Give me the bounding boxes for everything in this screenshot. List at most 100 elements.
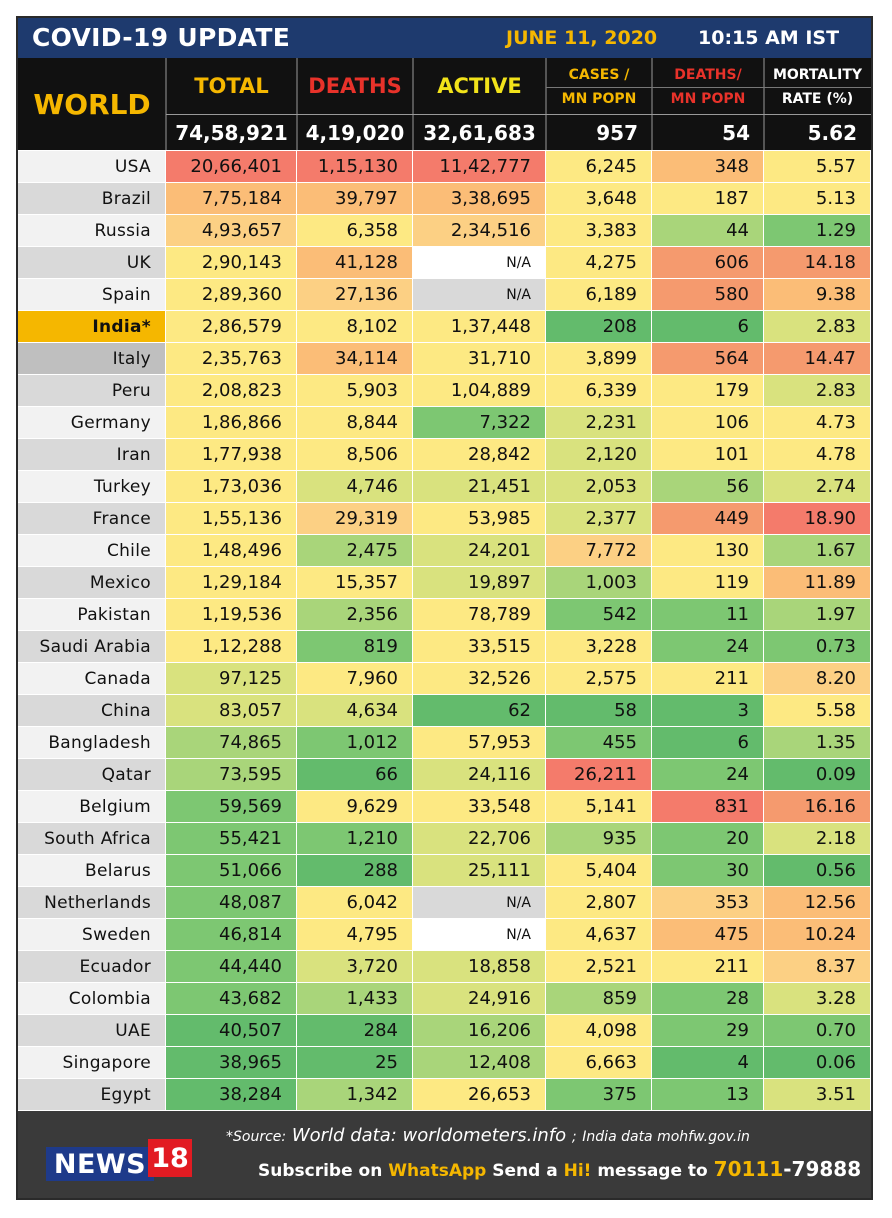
cases-per-mn-cell: 6,339 bbox=[546, 375, 652, 406]
country-name: Netherlands bbox=[18, 887, 166, 918]
deaths-per-mn-cell: 101 bbox=[652, 439, 764, 470]
active-cell: N/A bbox=[413, 247, 546, 278]
whatsapp-label: WhatsApp bbox=[388, 1161, 487, 1181]
deaths-per-mn-cell: 130 bbox=[652, 535, 764, 566]
subscribe-line: Subscribe on WhatsApp Send a Hi! message… bbox=[258, 1157, 861, 1181]
total-cases-cell: 38,284 bbox=[166, 1079, 297, 1110]
deaths-per-mn-cell: 20 bbox=[652, 823, 764, 854]
table-row: Mexico 1,29,184 15,357 19,897 1,003 119 11.89 bbox=[18, 567, 871, 599]
active-cell: 7,322 bbox=[413, 407, 546, 438]
header-divider bbox=[545, 58, 547, 150]
source-india: India data mohfw.gov.in bbox=[582, 1129, 750, 1145]
mortality-rate-cell: 1.35 bbox=[764, 727, 871, 758]
mortality-rate-cell: 0.06 bbox=[764, 1047, 871, 1078]
world-deaths-mn: 54 bbox=[722, 121, 750, 145]
active-cell: 24,201 bbox=[413, 535, 546, 566]
mortality-rate-cell: 8.37 bbox=[764, 951, 871, 982]
mortality-rate-cell: 0.09 bbox=[764, 759, 871, 790]
table-row: Pakistan 1,19,536 2,356 78,789 542 11 1.97 bbox=[18, 599, 871, 631]
total-cases-cell: 97,125 bbox=[166, 663, 297, 694]
table-row: Peru 2,08,823 5,903 1,04,889 6,339 179 2.83 bbox=[18, 375, 871, 407]
total-cases-cell: 1,12,288 bbox=[166, 631, 297, 662]
subscribe-text-2: Send a bbox=[492, 1161, 558, 1181]
deaths-per-mn-cell: 211 bbox=[652, 951, 764, 982]
deaths-per-mn-cell: 106 bbox=[652, 407, 764, 438]
header-divider bbox=[166, 114, 871, 115]
total-cases-cell: 40,507 bbox=[166, 1015, 297, 1046]
mortality-rate-cell: 5.13 bbox=[764, 183, 871, 214]
total-cases-cell: 4,93,657 bbox=[166, 215, 297, 246]
country-name: Mexico bbox=[18, 567, 166, 598]
update-date: JUNE 11, 2020 bbox=[506, 27, 658, 49]
deaths-cell: 41,128 bbox=[297, 247, 413, 278]
deaths-per-mn-cell: 606 bbox=[652, 247, 764, 278]
hi-label: Hi! bbox=[563, 1161, 592, 1181]
country-name: South Africa bbox=[18, 823, 166, 854]
total-cases-cell: 2,90,143 bbox=[166, 247, 297, 278]
mortality-rate-cell: 8.20 bbox=[764, 663, 871, 694]
cases-per-mn-cell: 2,521 bbox=[546, 951, 652, 982]
logo-18-text: 18 bbox=[148, 1139, 192, 1177]
deaths-cell: 25 bbox=[297, 1047, 413, 1078]
subscribe-text-3: message to bbox=[597, 1161, 708, 1181]
deaths-per-mn-cell: 29 bbox=[652, 1015, 764, 1046]
mortality-rate-cell: 14.18 bbox=[764, 247, 871, 278]
country-name: Ecuador bbox=[18, 951, 166, 982]
deaths-cell: 9,629 bbox=[297, 791, 413, 822]
table-row: Ecuador 44,440 3,720 18,858 2,521 211 8.37 bbox=[18, 951, 871, 983]
phone-part-1: 70111 bbox=[713, 1157, 784, 1181]
deaths-cell: 3,720 bbox=[297, 951, 413, 982]
deaths-per-mn-cell: 13 bbox=[652, 1079, 764, 1110]
active-cell: 25,111 bbox=[413, 855, 546, 886]
page-title: COVID-19 UPDATE bbox=[32, 23, 291, 52]
deaths-cell: 39,797 bbox=[297, 183, 413, 214]
country-name: Qatar bbox=[18, 759, 166, 790]
total-cases-cell: 2,89,360 bbox=[166, 279, 297, 310]
country-name: France bbox=[18, 503, 166, 534]
active-cell: 32,526 bbox=[413, 663, 546, 694]
update-time: 10:15 AM IST bbox=[698, 27, 840, 49]
active-cell: 78,789 bbox=[413, 599, 546, 630]
col-mortality-header-line2: RATE (%) bbox=[781, 91, 854, 107]
deaths-per-mn-cell: 564 bbox=[652, 343, 764, 374]
col-cases-mn-header-line1: CASES / bbox=[568, 67, 630, 83]
table-row: Egypt 38,284 1,342 26,653 375 13 3.51 bbox=[18, 1079, 871, 1111]
table-row: USA 20,66,401 1,15,130 11,42,777 6,245 348 5.5… bbox=[18, 151, 871, 183]
deaths-cell: 29,319 bbox=[297, 503, 413, 534]
mortality-rate-cell: 4.73 bbox=[764, 407, 871, 438]
cases-per-mn-cell: 6,189 bbox=[546, 279, 652, 310]
cases-per-mn-cell: 2,053 bbox=[546, 471, 652, 502]
total-cases-cell: 51,066 bbox=[166, 855, 297, 886]
mortality-rate-cell: 18.90 bbox=[764, 503, 871, 534]
table-row: Bangladesh 74,865 1,012 57,953 455 6 1.35 bbox=[18, 727, 871, 759]
deaths-cell: 5,903 bbox=[297, 375, 413, 406]
deaths-cell: 6,358 bbox=[297, 215, 413, 246]
cases-per-mn-cell: 3,648 bbox=[546, 183, 652, 214]
mortality-rate-cell: 2.18 bbox=[764, 823, 871, 854]
country-name: UAE bbox=[18, 1015, 166, 1046]
mortality-rate-cell: 14.47 bbox=[764, 343, 871, 374]
deaths-per-mn-cell: 6 bbox=[652, 311, 764, 342]
cases-per-mn-cell: 7,772 bbox=[546, 535, 652, 566]
active-cell: N/A bbox=[413, 279, 546, 310]
deaths-cell: 4,634 bbox=[297, 695, 413, 726]
cases-per-mn-cell: 375 bbox=[546, 1079, 652, 1110]
table-row: Iran 1,77,938 8,506 28,842 2,120 101 4.78 bbox=[18, 439, 871, 471]
active-cell: 33,515 bbox=[413, 631, 546, 662]
table-row: South Africa 55,421 1,210 22,706 935 20 2.18 bbox=[18, 823, 871, 855]
deaths-per-mn-cell: 119 bbox=[652, 567, 764, 598]
deaths-cell: 1,012 bbox=[297, 727, 413, 758]
total-cases-cell: 38,965 bbox=[166, 1047, 297, 1078]
total-cases-cell: 55,421 bbox=[166, 823, 297, 854]
country-name: Brazil bbox=[18, 183, 166, 214]
deaths-per-mn-cell: 24 bbox=[652, 631, 764, 662]
world-label: WORLD bbox=[33, 87, 151, 121]
deaths-cell: 819 bbox=[297, 631, 413, 662]
deaths-cell: 1,342 bbox=[297, 1079, 413, 1110]
country-name: Bangladesh bbox=[18, 727, 166, 758]
active-cell: 19,897 bbox=[413, 567, 546, 598]
active-cell: 31,710 bbox=[413, 343, 546, 374]
table-row: Singapore 38,965 25 12,408 6,663 4 0.06 bbox=[18, 1047, 871, 1079]
deaths-cell: 8,506 bbox=[297, 439, 413, 470]
deaths-cell: 4,795 bbox=[297, 919, 413, 950]
